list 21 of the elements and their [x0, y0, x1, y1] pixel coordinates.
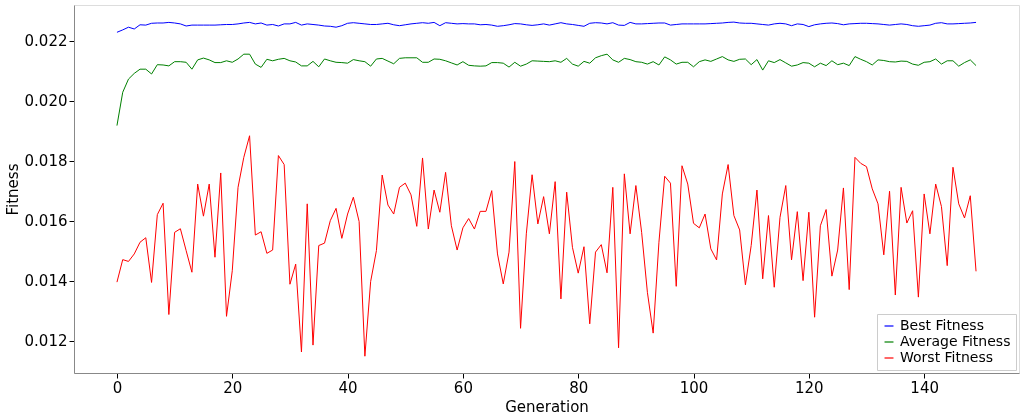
- legend-label: Best Fitness: [900, 317, 984, 333]
- y-tick-label: 0.022: [24, 32, 68, 51]
- x-tick-label: 100: [679, 378, 709, 397]
- y-tick-label: 0.012: [24, 332, 68, 351]
- x-tick-label: 0: [112, 378, 123, 397]
- x-tick-label: 120: [795, 378, 824, 397]
- x-tick-label: 140: [910, 378, 939, 397]
- line-series: [116, 53, 977, 127]
- y-tick-label: 0.018: [24, 152, 68, 171]
- y-tick-label: 0.016: [24, 212, 68, 231]
- legend-label: Average Fitness: [900, 333, 1011, 349]
- legend-label: Worst Fitness: [900, 349, 994, 365]
- x-tick-label: 80: [569, 378, 589, 397]
- x-tick-label: 60: [453, 378, 473, 397]
- x-axis-title: Generation: [505, 397, 589, 412]
- line-series: [116, 21, 977, 33]
- x-tick-label: 40: [338, 378, 358, 397]
- y-tick-label: 0.014: [24, 272, 68, 291]
- x-tick-label: 20: [223, 378, 243, 397]
- y-tick-label: 0.020: [24, 92, 68, 111]
- y-axis-title: Fitness: [3, 163, 22, 216]
